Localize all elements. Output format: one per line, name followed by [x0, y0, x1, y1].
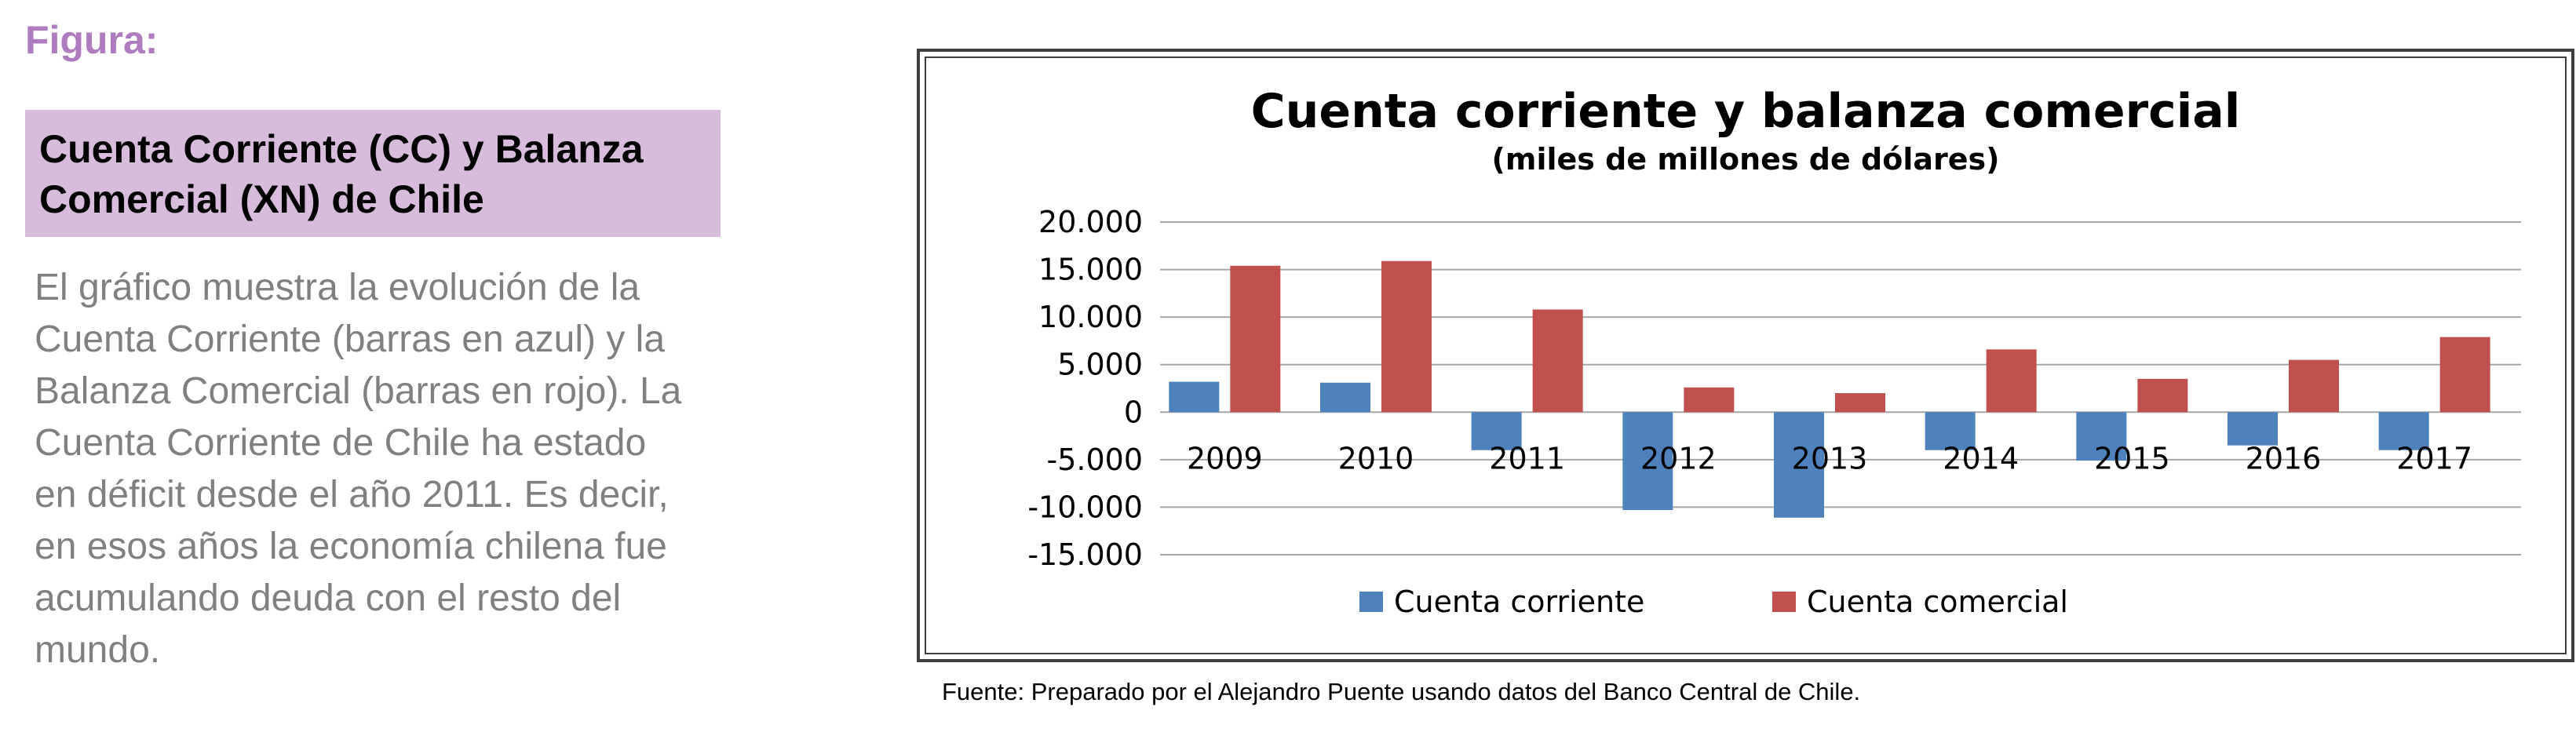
bar-cuenta-corriente-2011 [1471, 412, 1522, 450]
bar-cuenta-corriente-2014 [1925, 412, 1976, 450]
bar-cuenta-corriente-2012 [1622, 412, 1673, 511]
y-tick-label: 0 [1124, 395, 1143, 429]
bar-cuenta-corriente-2015 [2076, 412, 2127, 461]
bar-cuenta-corriente-2009 [1169, 381, 1220, 413]
x-tick-label: 2010 [1338, 441, 1414, 475]
x-tick-label: 2012 [1640, 441, 1717, 475]
bar-chart: Cuenta corriente y balanza comercial (mi… [1027, 84, 2521, 619]
x-tick-label: 2011 [1489, 441, 1565, 475]
chart-subtitle: (miles de millones de dólares) [1492, 142, 2000, 177]
y-tick-label: -15.000 [1027, 537, 1143, 572]
y-tick-label: -5.000 [1047, 443, 1144, 477]
bar-cuenta-comercial-2011 [1532, 309, 1583, 413]
y-tick-label: 10.000 [1038, 300, 1143, 334]
x-tick-label: 2013 [1792, 441, 1868, 475]
legend-label: Cuenta comercial [1807, 585, 2068, 619]
bar-cuenta-comercial-2010 [1381, 260, 1432, 413]
x-tick-label: 2009 [1187, 441, 1263, 475]
bar-cuenta-comercial-2014 [1986, 349, 2037, 413]
chart-frame: Cuenta corriente y balanza comercial (mi… [917, 49, 2574, 662]
source-note: Fuente: Preparado por el Alejandro Puent… [942, 678, 1861, 705]
y-tick-label: 15.000 [1038, 253, 1143, 287]
bars [1169, 260, 2490, 518]
bar-cuenta-corriente-2016 [2228, 412, 2278, 446]
bar-cuenta-comercial-2009 [1230, 265, 1281, 413]
figure-heading: Cuenta Corriente (CC) y Balanza Comercia… [25, 110, 721, 237]
bar-cuenta-comercial-2017 [2439, 337, 2490, 413]
bar-cuenta-corriente-2017 [2378, 412, 2429, 450]
figure-label: Figura: [25, 18, 159, 62]
x-axis-tick-labels: 2009 2010 2011 2012 2013 2014 2015 2016 2017 [1187, 441, 2472, 475]
legend-swatch [1359, 592, 1383, 612]
bar-cuenta-comercial-2012 [1684, 387, 1735, 413]
y-tick-label: 20.000 [1038, 205, 1143, 239]
legend: Cuenta corriente Cuenta comercial [1359, 585, 2068, 619]
figure-description: El gráfico muestra la evolución de la Cu… [35, 267, 682, 671]
y-tick-label: -10.000 [1027, 490, 1143, 524]
bar-cuenta-comercial-2013 [1835, 393, 1885, 413]
y-axis-tick-labels: 20.000 15.000 10.000 5.000 0 -5.000 -10.000 -15… [1027, 205, 1143, 572]
bar-cuenta-corriente-2013 [1774, 412, 1824, 518]
legend-label: Cuenta corriente [1394, 585, 1644, 619]
chart-title: Cuenta corriente y balanza comercial [1251, 84, 2241, 139]
x-tick-label: 2014 [1943, 441, 2019, 475]
bar-cuenta-corriente-2010 [1320, 382, 1370, 413]
x-tick-label: 2016 [2246, 441, 2322, 475]
bar-cuenta-comercial-2015 [2137, 378, 2188, 413]
x-tick-label: 2017 [2396, 441, 2472, 475]
bar-cuenta-comercial-2016 [2289, 359, 2339, 413]
legend-swatch [1772, 592, 1796, 612]
y-tick-label: 5.000 [1057, 348, 1143, 382]
x-tick-label: 2015 [2094, 441, 2170, 475]
